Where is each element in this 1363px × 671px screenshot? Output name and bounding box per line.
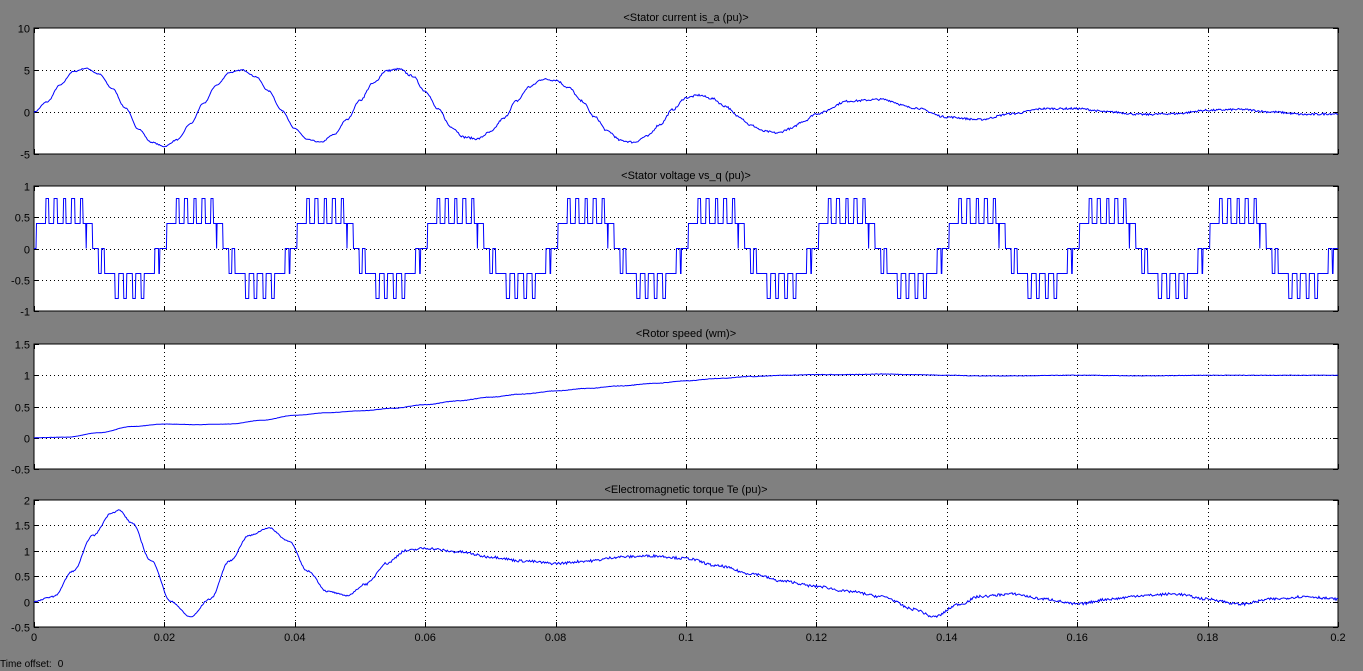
chart-title: <Electromagnetic torque Te (pu)> bbox=[604, 484, 767, 496]
y-tick-label: 1.5 bbox=[15, 521, 30, 533]
x-tick-label: 0.12 bbox=[806, 632, 827, 644]
y-tick-label: 2 bbox=[24, 496, 30, 508]
chart-title: <Stator voltage vs_q (pu)> bbox=[621, 170, 751, 182]
time-offset-value: 0 bbox=[57, 659, 64, 670]
x-tick-label: 0.08 bbox=[545, 632, 566, 644]
time-offset-row: Time offset: 0 bbox=[0, 658, 69, 671]
y-tick-label: 0 bbox=[24, 245, 30, 257]
x-tick-label: 0.16 bbox=[1066, 632, 1087, 644]
x-tick-label: 0 bbox=[31, 632, 37, 644]
x-tick-label: 0.02 bbox=[154, 632, 175, 644]
plot-area bbox=[33, 499, 1339, 628]
chart-title: <Rotor speed (wm)> bbox=[636, 328, 736, 340]
y-tick-label: -0.5 bbox=[11, 465, 30, 477]
x-tick-label: 0.04 bbox=[284, 632, 305, 644]
x-tick-label: 0.06 bbox=[414, 632, 435, 644]
y-tick-label: 0 bbox=[24, 598, 30, 610]
y-tick-label: -5 bbox=[20, 150, 30, 162]
y-tick-label: 1.5 bbox=[15, 340, 30, 352]
x-tick-label: 0.18 bbox=[1197, 632, 1218, 644]
y-tick-label: 0 bbox=[24, 108, 30, 120]
chart-panel-4: <Electromagnetic torque Te (pu)> -0.5 0 0.5… bbox=[11, 484, 1339, 635]
y-tick-label: 1 bbox=[24, 547, 30, 559]
x-tick-label: 0.1 bbox=[678, 632, 693, 644]
y-tick-label: 1 bbox=[24, 371, 30, 383]
series-line bbox=[33, 67, 1339, 148]
plot-area bbox=[33, 343, 1339, 470]
chart-title: <Stator current is_a (pu)> bbox=[623, 12, 748, 24]
y-tick-label: -0.5 bbox=[11, 276, 30, 288]
y-tick-label: 0.5 bbox=[15, 213, 30, 225]
time-offset-label: Time offset: bbox=[0, 659, 52, 670]
series-line bbox=[33, 509, 1339, 619]
chart-panel-2: <Stator voltage vs_q (pu)> -1 -0.5 0 0.5 1 bbox=[11, 170, 1339, 319]
y-tick-label: -0.5 bbox=[11, 623, 30, 635]
chart-panel-1: <Stator current is_a (pu)> -5 0 5 10 bbox=[18, 12, 1339, 162]
x-tick-label: 0.14 bbox=[936, 632, 957, 644]
y-tick-label: 0.5 bbox=[15, 572, 30, 584]
y-tick-label: 5 bbox=[24, 66, 30, 78]
y-tick-label: -1 bbox=[20, 307, 30, 319]
y-tick-label: 10 bbox=[18, 24, 30, 36]
x-axis-labels: 0 0.02 0.04 0.06 0.08 0.1 0.12 0.14 0.16 0.18 0.2 bbox=[31, 632, 1346, 644]
y-tick-label: 0 bbox=[24, 434, 30, 446]
plot-area bbox=[33, 27, 1339, 155]
series-line bbox=[33, 373, 1338, 439]
y-tick-label: 1 bbox=[24, 182, 30, 194]
chart-panel-3: <Rotor speed (wm)> -0.5 0 0.5 1 1.5 bbox=[11, 328, 1339, 477]
series-line bbox=[34, 198, 1338, 299]
y-tick-label: 0.5 bbox=[15, 403, 30, 415]
x-tick-label: 0.2 bbox=[1330, 632, 1345, 644]
